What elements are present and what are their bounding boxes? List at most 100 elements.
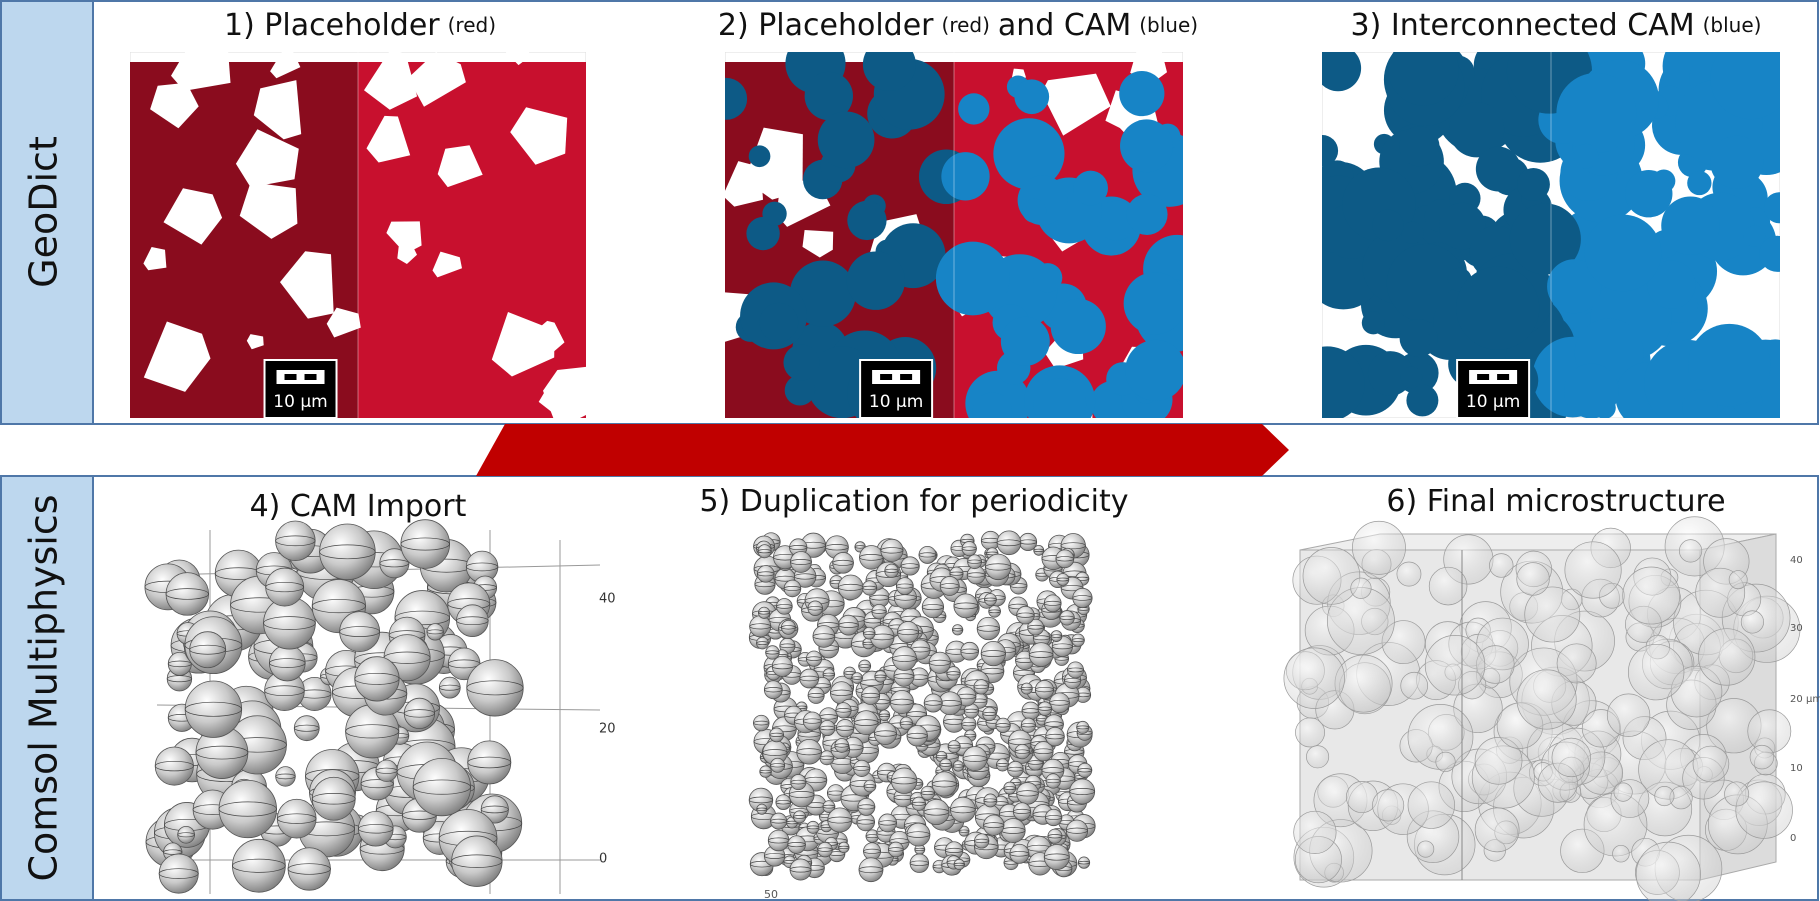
scale-bar-box — [859, 359, 934, 419]
sphere-seam — [982, 711, 997, 716]
sphere-seam — [964, 733, 977, 738]
scale-bar-mark — [284, 374, 297, 380]
structure-cube — [725, 52, 1183, 418]
sphere-seam — [812, 633, 836, 640]
sphere-seam — [871, 609, 887, 614]
sphere-seam — [790, 779, 807, 785]
sphere-seam — [1016, 612, 1035, 618]
sphere-seam — [895, 583, 914, 589]
sphere-seam — [958, 829, 970, 833]
sphere — [1021, 701, 1040, 720]
sphere — [796, 738, 822, 765]
pore — [280, 251, 334, 319]
cam-particle — [1763, 192, 1780, 224]
sphere-seam — [1028, 651, 1054, 658]
sphere — [858, 857, 884, 883]
sphere-seam — [771, 663, 793, 670]
sphere-seam — [756, 641, 769, 645]
sphere-seam — [770, 818, 788, 824]
cam-particle — [1120, 119, 1173, 173]
sphere — [1020, 682, 1033, 695]
cam-particle — [725, 77, 748, 120]
sphere — [780, 619, 796, 635]
sphere — [218, 779, 277, 839]
sphere — [858, 659, 872, 673]
cam-particle — [1661, 196, 1720, 255]
pore — [397, 244, 417, 264]
title-part: 2) Placeholder — [718, 8, 934, 43]
cam-particle — [1361, 311, 1385, 335]
sphere-seam — [897, 629, 920, 636]
sphere-seam — [345, 724, 400, 739]
pore — [143, 321, 211, 392]
sphere — [184, 680, 243, 738]
sphere-seam — [967, 559, 982, 564]
axis-label: µm — [1806, 694, 1820, 705]
sphere-seam — [276, 813, 317, 824]
axis-label: 20 — [1790, 694, 1803, 705]
sphere — [438, 676, 461, 699]
scale-bar-mark — [880, 374, 893, 380]
sphere-seam — [218, 801, 277, 817]
sphere-seam — [835, 708, 852, 713]
final-microstructure — [1283, 516, 1801, 901]
sphere-seam — [878, 820, 897, 826]
sphere-seam — [884, 568, 899, 573]
sphere-seam — [863, 784, 877, 788]
sphere — [878, 813, 897, 833]
sphere-seam — [802, 718, 822, 724]
structure-cube — [130, 52, 586, 418]
sphere — [1014, 743, 1030, 760]
sphere-seam — [976, 625, 1001, 632]
sphere — [1302, 547, 1361, 605]
sphere-seam — [1007, 766, 1024, 772]
sphere — [275, 766, 296, 787]
axis-label: 20 — [599, 722, 616, 737]
sphere — [1372, 789, 1405, 822]
sphere — [953, 593, 979, 619]
sphere — [232, 838, 286, 893]
sphere — [961, 716, 977, 732]
sphere — [897, 621, 920, 644]
pore — [432, 251, 462, 278]
sphere — [838, 614, 859, 636]
sphere — [789, 858, 812, 881]
cam-particle — [1547, 259, 1602, 314]
sphere — [863, 842, 882, 861]
sphere — [275, 520, 316, 562]
sphere-seam — [931, 780, 957, 788]
title-part: (red) — [448, 13, 496, 37]
sphere-seam — [822, 804, 836, 809]
sphere — [982, 706, 997, 722]
sphere — [807, 686, 825, 704]
sphere — [928, 651, 951, 674]
sphere-seam — [772, 725, 797, 733]
sphere — [889, 690, 914, 715]
sphere-seam — [889, 698, 914, 706]
sphere-seam — [319, 544, 376, 560]
sphere — [1020, 717, 1036, 733]
pore — [150, 82, 199, 129]
sphere-seam — [165, 588, 209, 600]
sphere-seam — [921, 604, 944, 611]
cam-particle — [972, 392, 1013, 418]
pore — [171, 52, 231, 91]
sphere — [1654, 786, 1675, 807]
sphere — [861, 580, 878, 596]
sphere — [767, 829, 790, 852]
sphere-seam — [947, 744, 961, 749]
sphere-seam — [1060, 542, 1086, 550]
sphere-seam — [906, 711, 928, 718]
sphere-seam — [480, 805, 509, 814]
sphere — [892, 646, 917, 671]
row-label: GeoDict — [22, 136, 66, 288]
sphere — [1293, 810, 1337, 855]
sphere — [1043, 594, 1062, 613]
sphere — [1056, 573, 1070, 586]
panel-title: 5) Duplication for periodicity — [699, 484, 1128, 519]
sphere-seam — [1065, 827, 1089, 834]
sphere-seam — [1009, 583, 1028, 589]
pore — [491, 312, 555, 377]
sphere — [1067, 661, 1084, 679]
sphere-seam — [426, 629, 444, 635]
